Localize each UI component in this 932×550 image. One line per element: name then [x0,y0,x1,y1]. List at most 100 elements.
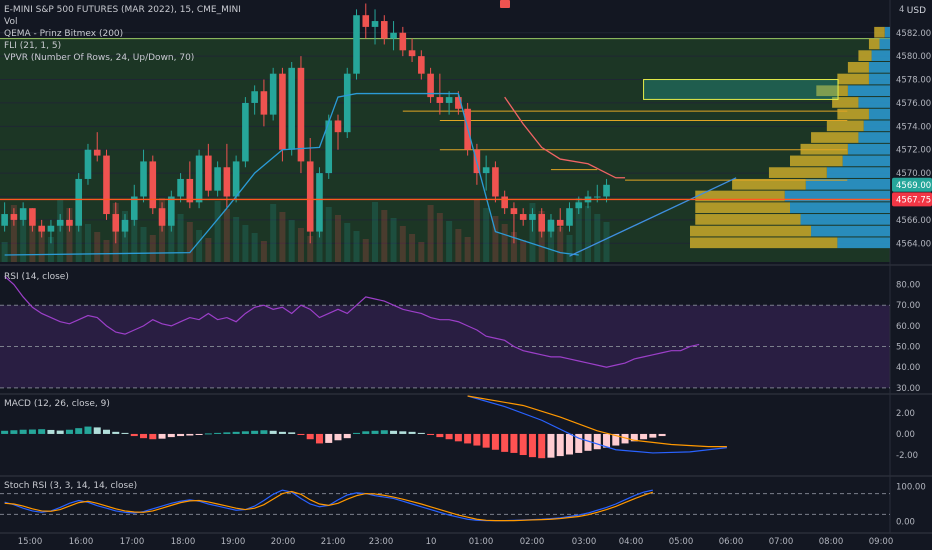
time-tick-label: 21:00 [321,537,346,547]
macd-histogram-bar [445,433,453,440]
price-tick-label: 4576.00 [896,99,931,109]
candle-body [603,184,610,197]
fli-line [504,96,626,179]
macd-histogram-bar [232,431,240,434]
candle-body [269,73,277,115]
candle-body [334,120,342,133]
candle [168,190,175,232]
vpvr-up-bar [790,155,843,167]
time-tick-label: 03:00 [572,537,597,547]
volume-bar [205,238,212,262]
vpvr-up-bar [832,97,859,108]
vpvr-down-bar [847,85,890,97]
candle [547,214,555,238]
macd-histogram-bar [260,430,268,434]
macd-histogram-bar [640,433,648,440]
candle-body [316,173,323,232]
macd-histogram-bar [658,433,666,437]
legend-qema[interactable]: QEMA - Prinz Bitmex (200) [4,29,124,39]
volume-bar [279,212,286,262]
macd-histogram-bar [584,433,592,451]
volume-bar [492,216,499,262]
legend-rsi[interactable]: RSI (14, close) [4,272,69,282]
candle [93,132,101,162]
volume-bar [418,242,425,262]
macd-histogram-bar [528,433,536,458]
macd-histogram-bar [315,433,323,444]
macd-histogram-bar [436,433,444,438]
alert-marker-icon [500,0,510,8]
volume-bar [75,216,82,262]
macd-histogram-bar [390,430,398,434]
candle [223,143,231,209]
macd-histogram-bar [75,428,83,434]
time-tick-label: 23:00 [369,537,394,547]
volume-bar [131,219,138,262]
candle [140,149,147,203]
candle-body [538,214,546,232]
price-tick-label: 4578.00 [896,76,931,86]
candle-body [566,208,573,226]
macd-histogram-bar [186,433,194,436]
vpvr-down-bar [871,50,890,61]
volume-bar [38,229,45,262]
volume-bar [353,231,360,262]
vpvr-up-bar [826,120,864,132]
candle-body [297,67,305,162]
macd-histogram-bar [556,433,564,457]
volume-bar [455,229,462,262]
time-tick-label: 04:00 [619,537,644,547]
candle-body [288,67,295,150]
price-tick-label: 4574.00 [896,122,931,132]
legend-macd[interactable]: MACD (12, 26, close, 9) [4,399,110,409]
volume-bar [29,221,36,262]
macd-histogram-bar [121,432,129,434]
macd-histogram-bar [482,433,490,448]
candle [112,202,120,244]
macd-histogram-bar [575,433,583,453]
macd-histogram-bar [649,433,657,438]
macd-histogram-bar [149,433,157,440]
candle [408,38,416,62]
macd-histogram-bar [112,431,120,434]
price-tick-label: 4582.00 [896,29,931,39]
volume-bar [103,240,110,262]
legend-vpvr[interactable]: VPVR (Number Of Rows, 24, Up/Down, 70) [4,53,195,63]
candle [47,219,55,244]
time-tick-label: 19:00 [221,537,246,547]
volume-bar [149,235,156,262]
candle-body [501,196,508,209]
candle-body [343,73,351,133]
time-tick-label: 10 [426,537,437,547]
candle-body [418,56,425,74]
macd-histogram-bar [510,433,518,453]
price-tick-label: 4572.00 [896,146,931,156]
legend-fli[interactable]: FLI (21, 1, 5) [4,41,62,51]
vpvr-up-bar [868,38,880,50]
time-tick-label: 08:00 [819,537,844,547]
macd-histogram-bar [297,433,305,435]
vpvr-down-bar [858,132,890,143]
volume-bar [390,218,397,262]
price-zone-bg [0,38,890,263]
candle-body [84,149,92,179]
candle [510,202,518,244]
vpvr-down-bar [858,97,890,108]
candle-body [149,161,157,209]
macd-histogram-bar [353,432,361,434]
candle [121,214,129,238]
volume-bar [427,205,434,262]
candle-body [362,15,370,27]
vpvr-down-bar [800,214,890,225]
volume-bar [20,213,27,262]
legend-stoch-rsi[interactable]: Stoch RSI (3, 3, 14, 14, close) [4,481,138,491]
macd-histogram-bar [278,431,286,434]
time-tick-label: 06:00 [719,537,744,547]
legend-title: E-MINI S&P 500 FUTURES (MAR 2022), 15, C… [4,5,241,15]
legend-vol[interactable]: Vol [4,17,18,27]
vpvr-down-bar [863,120,890,132]
candle [158,202,166,232]
candle-body [408,50,416,57]
time-tick-label: 01:00 [469,537,494,547]
